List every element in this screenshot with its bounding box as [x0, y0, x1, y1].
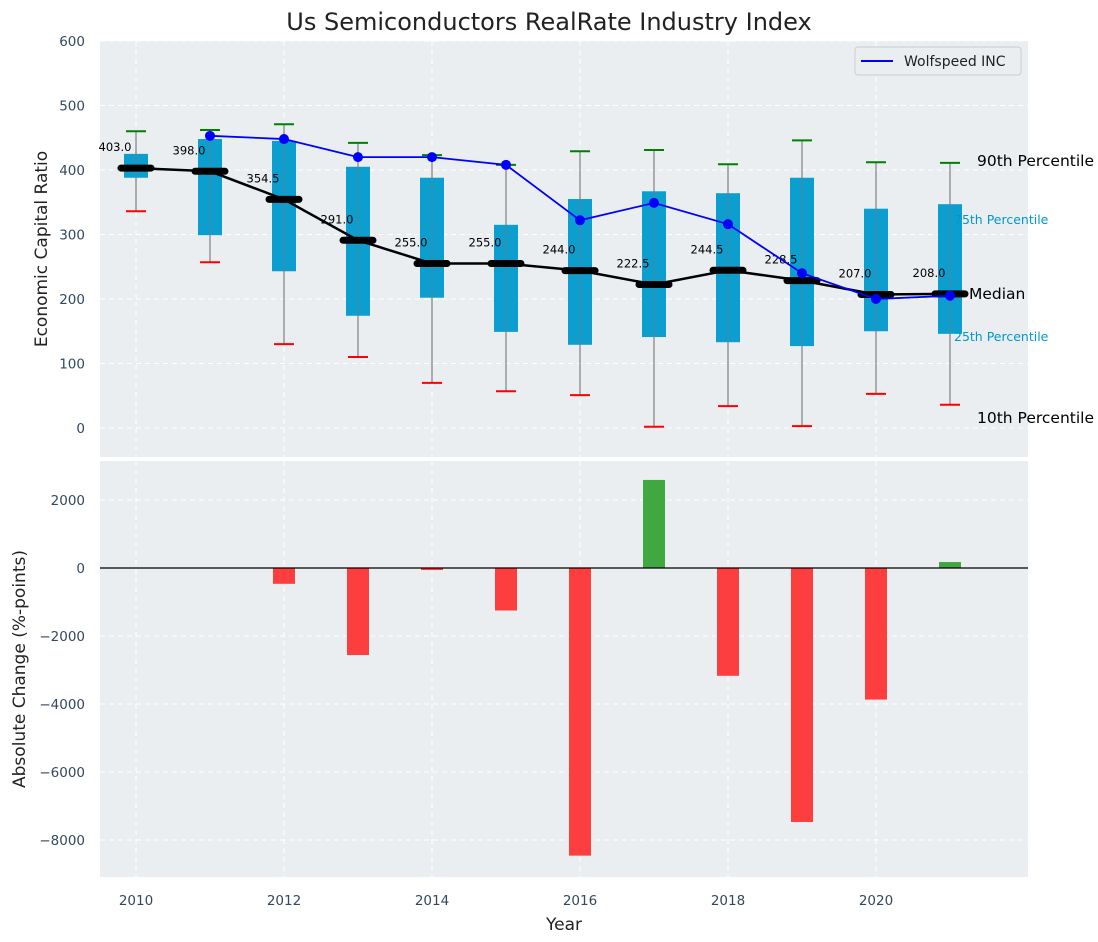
median-line-layer: 403.0 398.0 354.5 291.0 255.0 255.0 244.0 222.5…	[99, 140, 969, 298]
median-value-label: 403.0	[99, 140, 132, 154]
lower-y-tick-label: −4000	[39, 697, 85, 713]
lower-y-tick-label: −6000	[39, 765, 85, 781]
change-bar	[495, 568, 517, 611]
lower-y-tick-label: 0	[76, 561, 85, 577]
lower-y-tick-label: 2000	[51, 493, 85, 509]
percentile-annotations: 90th Percentile 75th Percentile Median 2…	[954, 152, 1094, 427]
bar-layer	[100, 479, 1028, 856]
change-bar	[865, 568, 887, 700]
company-point	[575, 215, 585, 226]
upper-y-tick-label: 400	[59, 163, 85, 179]
x-tick-label: 2010	[119, 893, 153, 909]
upper-y-tick-label: 600	[59, 34, 85, 50]
company-point	[871, 294, 881, 304]
change-bar	[347, 568, 369, 656]
company-line-layer	[205, 130, 955, 304]
x-tick-label: 2012	[267, 893, 301, 909]
lower-y-axis-label: Absolute Change (%-points)	[10, 550, 30, 788]
median-value-label: 291.0	[321, 212, 354, 226]
company-point	[353, 152, 363, 163]
median-value-label: 244.5	[691, 242, 724, 256]
company-point	[797, 268, 807, 279]
legend[interactable]: Wolfspeed INC	[854, 46, 1022, 76]
x-axis-label: Year	[545, 915, 582, 935]
change-bar	[569, 568, 591, 856]
upper-y-tick-label: 0	[76, 421, 85, 437]
annotation-p10: 10th Percentile	[977, 409, 1094, 427]
change-bar	[421, 568, 443, 571]
legend-box	[854, 46, 1022, 76]
median-value-label: 398.0	[173, 143, 206, 157]
lower-y-tick-label: −8000	[39, 833, 85, 849]
lower-y-tick-label: −2000	[39, 629, 85, 645]
median-value-label: 255.0	[395, 236, 428, 250]
company-point	[723, 219, 733, 230]
chart-title: Us Semiconductors RealRate Industry Inde…	[286, 8, 811, 36]
tick-labels: 2010 2012 2014 2016 2018 2020 0 100 200 300 400 500…	[39, 34, 893, 909]
company-point	[205, 130, 215, 141]
median-value-label: 208.0	[913, 266, 946, 280]
legend-label: Wolfspeed INC	[904, 54, 1006, 70]
company-point	[427, 152, 437, 163]
median-value-label: 207.0	[839, 266, 872, 280]
median-value-label: 255.0	[469, 236, 502, 250]
company-point	[649, 197, 659, 208]
x-tick-label: 2018	[711, 893, 745, 909]
annotation-median: Median	[969, 285, 1025, 303]
change-bar	[939, 562, 961, 568]
annotation-p75: 75th Percentile	[954, 212, 1049, 227]
company-point	[501, 159, 511, 170]
company-point	[945, 290, 955, 301]
median-value-label: 222.5	[617, 256, 650, 270]
x-tick-label: 2020	[859, 893, 893, 909]
upper-y-tick-label: 300	[59, 228, 85, 244]
x-tick-label: 2014	[415, 893, 449, 909]
company-point	[279, 134, 289, 145]
upper-y-axis-label: Economic Capital Ratio	[32, 151, 52, 347]
annotation-p90: 90th Percentile	[977, 152, 1094, 170]
median-value-label: 244.0	[543, 243, 576, 257]
annotation-p25: 25th Percentile	[954, 329, 1049, 344]
change-bar	[643, 479, 665, 568]
median-value-label: 354.5	[247, 171, 280, 185]
change-bar	[717, 568, 739, 676]
upper-y-tick-label: 100	[59, 357, 85, 373]
upper-y-tick-label: 200	[59, 292, 85, 308]
upper-y-tick-label: 500	[59, 99, 85, 115]
change-bar	[791, 568, 813, 822]
lower-plot-area	[100, 461, 1028, 877]
x-tick-label: 2016	[563, 893, 597, 909]
change-bar	[273, 568, 295, 584]
